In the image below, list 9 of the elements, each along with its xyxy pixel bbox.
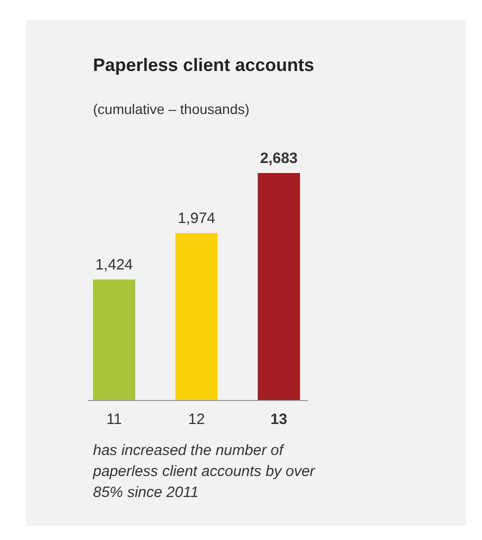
text: has increased the number of paperless client accounts by over 85% since 2011 [92, 442, 316, 501]
data-label: 1,974 [178, 210, 216, 227]
x-tick-label: 12 [188, 411, 205, 428]
x-tick-label: 11 [106, 411, 122, 428]
chart-subtitle: (cumulative – thousands) [93, 101, 250, 117]
data-label: 2,683 [260, 150, 298, 167]
data-label: 1,424 [95, 256, 133, 274]
chart-title: Paperless client accounts [93, 55, 314, 75]
x-tick-label: 13 [270, 411, 288, 428]
